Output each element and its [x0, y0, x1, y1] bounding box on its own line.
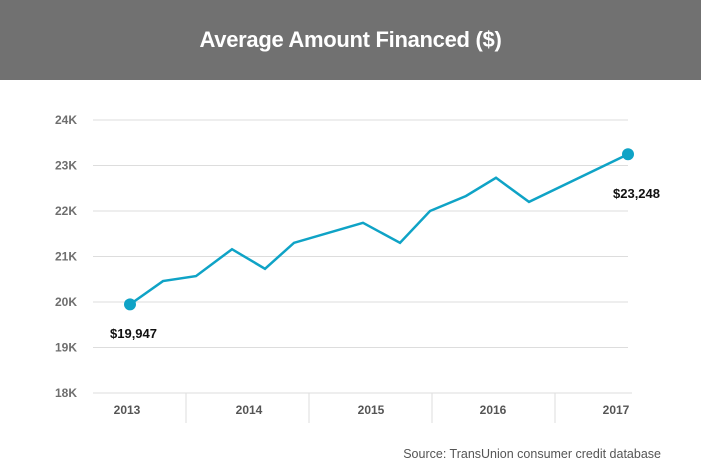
- y-tick-label: 20K: [55, 295, 77, 309]
- x-axis: 2013 2014 2015 2016 2017: [114, 393, 630, 423]
- y-tick-label: 19K: [55, 341, 77, 355]
- y-tick-label: 18K: [55, 386, 77, 400]
- gridlines: [93, 119, 632, 394]
- y-tick-label: 21K: [55, 250, 77, 264]
- y-tick-label: 24K: [55, 113, 77, 127]
- data-line: [129, 153, 629, 306]
- chart-header: Average Amount Financed ($): [0, 0, 701, 80]
- end-point-marker: [622, 148, 634, 161]
- source-note: Source: TransUnion consumer credit datab…: [403, 447, 661, 461]
- start-point-marker: [124, 298, 136, 311]
- chart-title: Average Amount Financed ($): [199, 27, 502, 52]
- x-tick-label: 2013: [114, 403, 141, 417]
- x-tick-label: 2015: [358, 403, 385, 417]
- x-tick-label: 2017: [603, 403, 630, 417]
- x-tick-label: 2016: [480, 403, 507, 417]
- y-axis-labels: 18K 19K 20K 21K 22K 23K 24K: [55, 113, 77, 400]
- y-tick-label: 22K: [55, 204, 77, 218]
- x-tick-label: 2014: [236, 403, 263, 417]
- end-value-label: $23,248: [613, 186, 660, 201]
- y-tick-label: 23K: [55, 159, 77, 173]
- start-value-label: $19,947: [110, 326, 157, 341]
